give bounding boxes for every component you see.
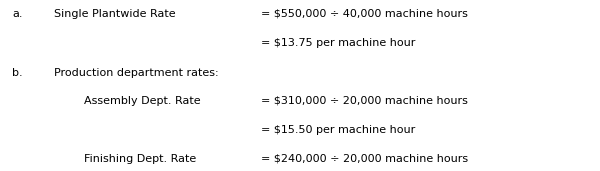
Text: Finishing Dept. Rate: Finishing Dept. Rate: [84, 154, 196, 164]
Text: = $550,000 ÷ 40,000 machine hours: = $550,000 ÷ 40,000 machine hours: [261, 9, 468, 18]
Text: = $240,000 ÷ 20,000 machine hours: = $240,000 ÷ 20,000 machine hours: [261, 154, 468, 164]
Text: = $13.75 per machine hour: = $13.75 per machine hour: [261, 38, 415, 48]
Text: b.: b.: [12, 68, 23, 78]
Text: Assembly Dept. Rate: Assembly Dept. Rate: [84, 96, 200, 106]
Text: = $310,000 ÷ 20,000 machine hours: = $310,000 ÷ 20,000 machine hours: [261, 96, 468, 106]
Text: Single Plantwide Rate: Single Plantwide Rate: [54, 9, 176, 18]
Text: = $15.50 per machine hour: = $15.50 per machine hour: [261, 125, 415, 135]
Text: a.: a.: [12, 9, 23, 18]
Text: Production department rates:: Production department rates:: [54, 68, 218, 78]
